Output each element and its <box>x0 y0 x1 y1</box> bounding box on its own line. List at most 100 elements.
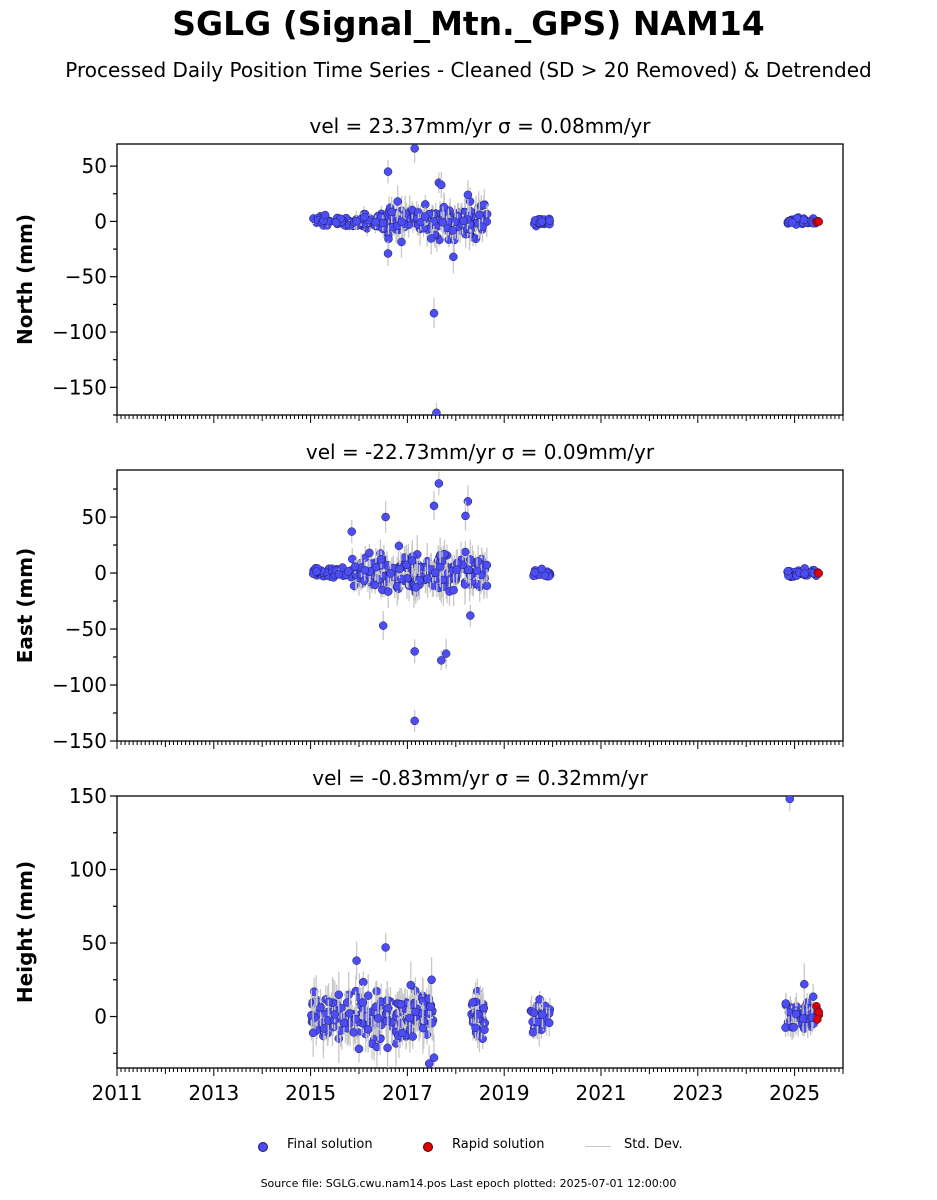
final-solution-point <box>308 1028 318 1038</box>
final-solution-point <box>473 557 483 566</box>
final-solution-point <box>432 408 441 415</box>
panel-title: vel = -0.83mm/yr σ = 0.32mm/yr <box>312 766 648 790</box>
final-solution-point <box>397 237 406 247</box>
final-solution-point <box>798 1014 808 1023</box>
final-solution-point <box>808 992 818 1001</box>
subtitle: Processed Daily Position Time Series - C… <box>65 58 872 82</box>
y-tick-label: 0 <box>94 561 107 585</box>
rapid-solution-point <box>813 1015 822 1024</box>
final-solution-point <box>316 1003 325 1012</box>
final-solution-point <box>383 1003 393 1013</box>
final-solution-point <box>537 217 547 226</box>
final-solution-point <box>475 210 484 219</box>
final-solution-point <box>478 1034 487 1043</box>
final-solution-point <box>393 197 402 206</box>
final-solution-point <box>424 1059 434 1068</box>
final-solution-point <box>400 209 410 218</box>
final-solution-point <box>529 1008 539 1018</box>
final-solution-point <box>461 511 470 521</box>
final-solution-point <box>307 1011 316 1020</box>
panel-2: vel = -22.73mm/yr σ = 0.09mm/yr East (mm)… <box>13 440 844 753</box>
final-solution-point <box>358 998 368 1007</box>
final-solution-point <box>381 943 390 952</box>
y-tick-label: 50 <box>82 154 107 178</box>
panel-3: vel = -0.83mm/yr σ = 0.32mm/yr Height (mm… <box>13 766 844 1105</box>
final-solution-point <box>352 956 361 965</box>
final-solution-point <box>378 621 388 630</box>
final-solution-point <box>383 587 393 596</box>
final-solution-point <box>452 565 462 574</box>
panel-title: vel = 23.37mm/yr σ = 0.08mm/yr <box>310 114 652 138</box>
plot-frame <box>116 469 844 742</box>
final-solution-point <box>429 501 439 511</box>
final-solution-point <box>408 1032 417 1041</box>
final-solution-point <box>783 566 793 576</box>
final-solution-point <box>411 1007 420 1017</box>
y-axis-label: East (mm) <box>13 548 37 664</box>
x-tick-label: 2013 <box>188 1081 239 1105</box>
y-tick-label: 0 <box>94 209 107 233</box>
final-solution-point <box>378 218 388 228</box>
final-solution-point <box>421 200 430 209</box>
final-solution-point <box>448 226 458 235</box>
final-solution-point <box>460 580 470 589</box>
final-solution-point <box>545 216 554 225</box>
final-solution-point <box>426 1002 435 1012</box>
rapid-marker-icon <box>423 1142 433 1152</box>
legend-std-label: Std. Dev. <box>624 1137 683 1152</box>
final-solution-point <box>376 555 386 564</box>
final-solution-point <box>785 796 795 804</box>
final-solution-point <box>370 580 380 590</box>
final-solution-point <box>372 986 381 996</box>
final-solution-point <box>343 567 353 576</box>
y-tick-label: 50 <box>82 505 107 529</box>
final-solution-point <box>480 1025 489 1035</box>
panel-1: vel = 23.37mm/yr σ = 0.08mm/yr North (mm)… <box>13 114 844 423</box>
final-solution-point <box>331 218 341 227</box>
data-points <box>309 144 824 415</box>
final-solution-point <box>383 1043 392 1053</box>
final-solution-point <box>800 979 809 989</box>
final-solution-point <box>397 217 406 227</box>
x-tick-label: 2023 <box>672 1081 723 1105</box>
final-solution-point <box>439 202 449 212</box>
final-solution-point <box>800 569 809 578</box>
final-solution-point <box>537 564 547 574</box>
final-solution-point <box>538 1010 547 1019</box>
final-solution-point <box>410 647 419 656</box>
final-solution-point <box>461 547 470 557</box>
final-solution-point <box>397 1028 407 1038</box>
x-tick-label: 2015 <box>285 1081 336 1105</box>
final-solution-point <box>437 656 446 665</box>
final-solution-point <box>411 583 421 592</box>
final-solution-point <box>420 212 430 221</box>
legend-rapid-label: Rapid solution <box>452 1137 545 1152</box>
final-solution-point <box>396 574 406 584</box>
final-solution-point <box>360 212 369 222</box>
legend-final-label: Final solution <box>287 1137 373 1152</box>
final-solution-point <box>351 1014 360 1024</box>
final-solution-point <box>387 207 396 217</box>
final-solution-point <box>406 980 416 990</box>
final-solution-point <box>426 234 436 243</box>
final-solution-point <box>482 560 492 570</box>
y-tick-label: −50 <box>65 617 107 641</box>
final-solution-point <box>427 975 436 985</box>
final-solution-point <box>395 564 404 574</box>
final-solution-point <box>479 1003 489 1013</box>
final-solution-point <box>468 998 478 1007</box>
final-solution-point <box>441 649 451 658</box>
x-tick-label: 2025 <box>769 1081 820 1105</box>
final-solution-point <box>789 1023 798 1032</box>
final-solution-point <box>354 1044 364 1054</box>
final-solution-point <box>407 556 417 565</box>
final-solution-point <box>530 567 540 577</box>
y-axis-label: Height (mm) <box>13 861 37 1003</box>
final-solution-point <box>429 1053 439 1062</box>
rapid-solution-point <box>814 217 824 226</box>
y-tick-label: −50 <box>65 265 107 289</box>
y-axis-label: North (mm) <box>13 214 37 345</box>
final-solution-point <box>371 563 381 572</box>
y-tick-label: 50 <box>82 931 107 955</box>
y-tick-label: 100 <box>69 858 107 882</box>
